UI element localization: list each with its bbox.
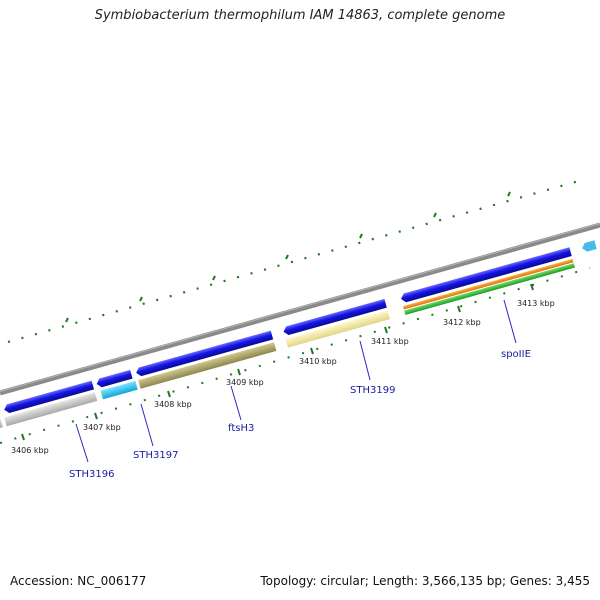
major-tick — [21, 433, 25, 441]
major-tick — [507, 191, 511, 197]
position-label: 3411 kbp — [371, 337, 409, 346]
position-label: 3407 kbp — [83, 423, 121, 432]
gene-label-sth3197[interactable]: STH3197 — [133, 450, 178, 461]
gene-callouts: STH3196 STH3197 ftsH3 STH3199 spoIIE — [69, 299, 531, 480]
gene-label-sth3196[interactable]: STH3196 — [69, 469, 114, 480]
feature-segment[interactable] — [285, 310, 391, 348]
position-label: 3409 kbp — [226, 378, 264, 387]
gene-label-sth3199[interactable]: STH3199 — [350, 385, 395, 396]
major-tick — [94, 412, 98, 420]
position-label: 3412 kbp — [443, 318, 481, 327]
genome-backbone — [0, 222, 600, 396]
feature-segment[interactable] — [0, 418, 3, 433]
major-tick — [457, 305, 461, 313]
cds-arrow[interactable] — [135, 330, 274, 378]
major-tick — [310, 347, 314, 355]
major-tick — [433, 212, 437, 218]
feature-segment[interactable] — [404, 263, 575, 315]
genome-title: Symbiobacterium thermophilum IAM 14863, … — [94, 8, 506, 23]
major-tick — [167, 390, 171, 398]
feature-segment[interactable] — [100, 380, 138, 400]
major-tick — [65, 317, 69, 323]
feature-segment[interactable] — [403, 258, 574, 310]
gene-label-ftsh3[interactable]: ftsH3 — [228, 423, 254, 434]
cds-arrow[interactable] — [581, 240, 597, 252]
outer-scale-ring — [7, 177, 587, 344]
accession-label: Accession: NC_006177 — [10, 574, 147, 588]
cds-forward-track — [0, 240, 597, 422]
major-tick — [530, 283, 534, 291]
gene-label-spoiie[interactable]: spoIIE — [501, 349, 531, 360]
cds-arrow[interactable] — [282, 298, 387, 336]
major-tick — [384, 326, 388, 334]
major-tick — [212, 275, 216, 281]
cds-arrow[interactable] — [400, 247, 572, 303]
major-tick — [359, 233, 363, 239]
position-label: 3413 kbp — [517, 299, 555, 308]
position-label: 3408 kbp — [154, 400, 192, 409]
position-label: 3410 kbp — [299, 357, 337, 366]
cds-arrow[interactable] — [3, 380, 95, 414]
position-label: 3406 kbp — [11, 446, 49, 455]
inner-scale-ring — [0, 267, 591, 444]
major-tick — [285, 254, 289, 260]
feature-segment[interactable] — [4, 392, 98, 427]
feature-segment[interactable] — [138, 342, 277, 389]
major-tick — [237, 368, 241, 376]
position-labels: 3406 kbp 3407 kbp 3408 kbp 3409 kbp 3410… — [11, 299, 555, 455]
feature-track — [0, 258, 575, 433]
major-tick — [139, 296, 143, 302]
genome-summary: Topology: circular; Length: 3,566,135 bp… — [260, 574, 590, 588]
cds-arrow[interactable] — [95, 369, 133, 388]
